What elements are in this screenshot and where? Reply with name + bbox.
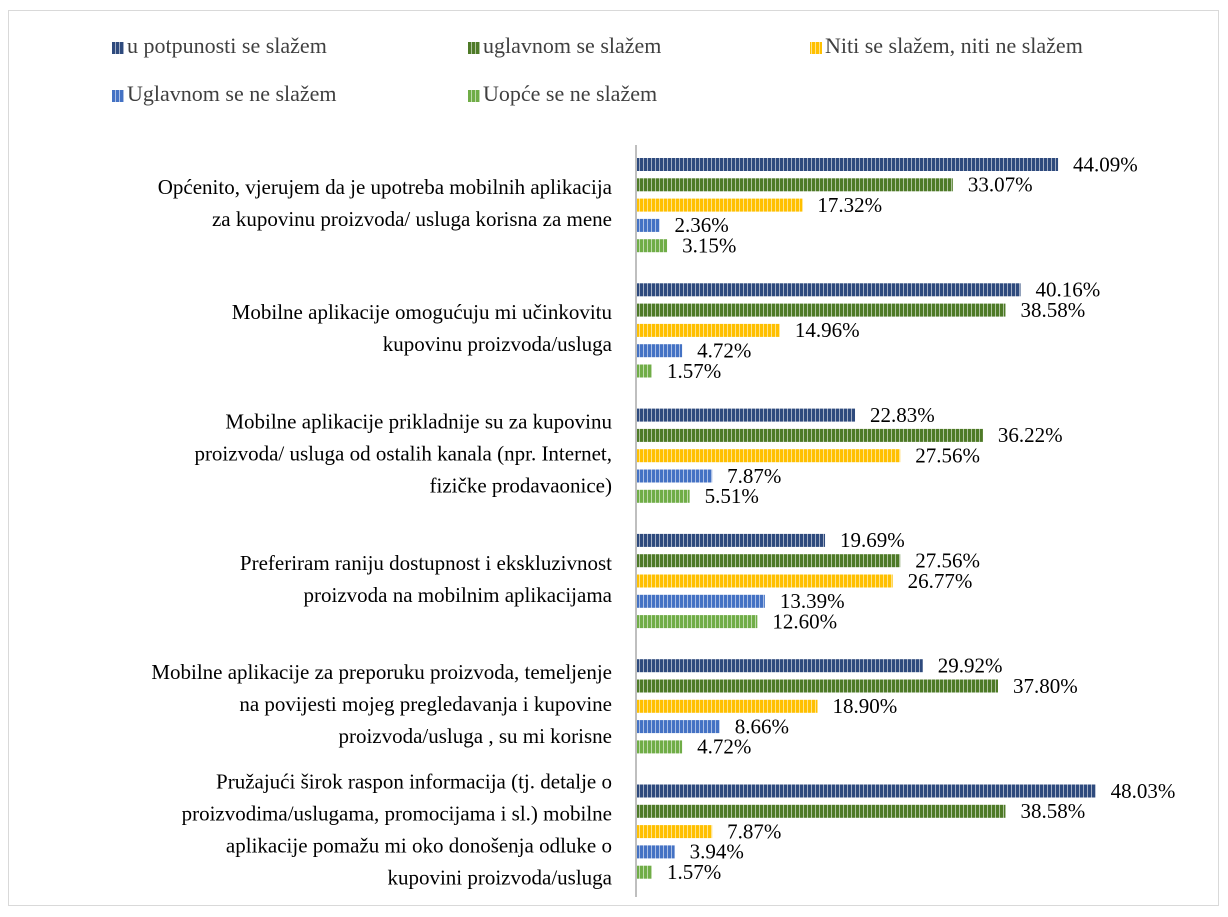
category-label: aplikacije pomažu mi oko donošenja odluk…	[226, 833, 612, 857]
value-label: 48.03%	[1111, 779, 1176, 803]
bar	[637, 449, 901, 463]
value-label: 38.58%	[1020, 298, 1085, 322]
bar	[637, 720, 720, 734]
legend-swatch	[468, 90, 480, 102]
value-label: 17.32%	[817, 193, 882, 217]
category-label: Mobilne aplikacije omogućuju mi učinkovi…	[232, 300, 613, 324]
legend-label: Uglavnom se ne slažem	[127, 81, 337, 106]
value-label: 14.96%	[795, 318, 860, 342]
value-label: 4.72%	[697, 735, 751, 759]
legend-swatch	[468, 42, 480, 54]
value-label: 1.57%	[667, 860, 721, 884]
chart-frame	[8, 10, 1219, 906]
category-label: kupovini proizvoda/usluga	[387, 865, 612, 889]
bar	[637, 825, 713, 839]
bar	[637, 428, 983, 442]
legend-label: uglavnom se slažem	[483, 33, 661, 58]
category-label: za kupovinu proizvoda/ usluga korisna za…	[212, 207, 612, 231]
value-label: 40.16%	[1036, 278, 1101, 302]
value-label: 37.80%	[1013, 674, 1078, 698]
bar	[637, 344, 683, 358]
value-label: 22.83%	[870, 403, 935, 427]
legend-swatch	[112, 42, 124, 54]
value-label: 13.39%	[780, 589, 845, 613]
bar	[637, 239, 668, 253]
value-label: 38.58%	[1020, 799, 1085, 823]
category-label: Mobilne aplikacije za preporuku proizvod…	[151, 660, 612, 684]
bar	[637, 574, 893, 588]
bar	[637, 198, 803, 212]
bar	[637, 158, 1059, 171]
value-label: 33.07%	[968, 173, 1033, 197]
bar	[637, 303, 1006, 317]
value-label: 7.87%	[727, 464, 781, 488]
value-label: 3.94%	[690, 840, 744, 864]
value-label: 18.90%	[832, 694, 897, 718]
category-label: Općenito, vjerujem da je upotreba mobiln…	[158, 175, 613, 199]
legend-swatch	[810, 42, 822, 54]
value-label: 3.15%	[682, 234, 736, 258]
value-label: 27.56%	[915, 444, 980, 468]
category-label: Mobilne aplikacije prikladnije su za kup…	[225, 410, 612, 434]
category-label: kupovinu proizvoda/usluga	[383, 332, 613, 356]
category-label: proizvodima/uslugama, promocijama i sl.)…	[182, 801, 612, 825]
category-label: fizičke prodavaonice)	[430, 474, 612, 498]
value-label: 26.77%	[908, 569, 973, 593]
value-label: 2.36%	[675, 213, 729, 237]
bar	[637, 323, 780, 337]
category-label: Preferiram raniju dostupnost i ekskluziv…	[240, 551, 612, 575]
value-label: 44.09%	[1073, 152, 1138, 176]
bar	[637, 489, 690, 503]
bar	[637, 740, 683, 754]
category-label: proizvoda/usluga , su mi korisne	[338, 724, 612, 748]
value-label: 1.57%	[667, 359, 721, 383]
value-label: 27.56%	[915, 549, 980, 573]
category-label: na povijesti mojeg pregledavanja i kupov…	[239, 692, 612, 716]
legend-label: Uopće se ne slažem	[483, 81, 657, 106]
legend-swatch	[112, 90, 124, 102]
value-label: 7.87%	[727, 819, 781, 843]
value-label: 8.66%	[735, 714, 789, 738]
bar	[637, 533, 826, 547]
legend-label: Niti se slažem, niti ne slažem	[825, 33, 1083, 58]
bar	[637, 469, 713, 483]
bar	[637, 659, 923, 673]
value-label: 5.51%	[705, 484, 759, 508]
value-label: 4.72%	[697, 339, 751, 363]
value-label: 29.92%	[938, 654, 1003, 678]
bar	[637, 408, 856, 422]
value-label: 12.60%	[772, 609, 837, 633]
bar	[637, 679, 998, 693]
bar	[637, 554, 901, 568]
bar	[637, 283, 1021, 297]
category-label: Pružajući širok raspon informacija (tj. …	[216, 769, 612, 793]
value-label: 19.69%	[840, 528, 905, 552]
bar	[637, 364, 652, 378]
bar	[637, 615, 758, 629]
legend-label: u potpunosti se slažem	[127, 33, 327, 58]
bar	[637, 218, 660, 232]
bar	[637, 594, 765, 608]
bar	[637, 178, 953, 192]
value-label: 36.22%	[998, 423, 1063, 447]
bar	[637, 699, 818, 713]
category-label: proizvoda/ usluga od ostalih kanala (npr…	[194, 442, 612, 466]
bar	[637, 845, 675, 859]
bar	[637, 784, 1096, 798]
category-label: proizvoda na mobilnim aplikacijama	[304, 583, 613, 607]
bar	[637, 804, 1006, 818]
bar	[637, 865, 652, 879]
